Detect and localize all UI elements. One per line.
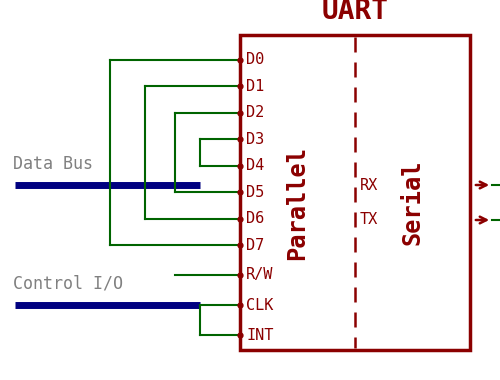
Text: D6: D6 (246, 211, 264, 226)
Text: D3: D3 (246, 132, 264, 147)
Text: RX: RX (360, 177, 378, 193)
Text: UART: UART (322, 0, 388, 25)
Text: Parallel: Parallel (286, 146, 310, 260)
Text: TX: TX (360, 212, 378, 228)
Text: D4: D4 (246, 158, 264, 173)
Text: Serial: Serial (400, 160, 424, 245)
Bar (240, 35, 470, 350)
Text: D1: D1 (246, 79, 264, 94)
Text: Control I/O: Control I/O (13, 275, 123, 293)
Text: INT: INT (246, 328, 274, 342)
Text: R/W: R/W (246, 268, 274, 282)
Text: CLK: CLK (246, 298, 274, 312)
Text: D0: D0 (246, 52, 264, 68)
Text: Data Bus: Data Bus (13, 155, 93, 173)
Text: D7: D7 (246, 238, 264, 252)
Text: D2: D2 (246, 105, 264, 120)
Text: D5: D5 (246, 185, 264, 200)
